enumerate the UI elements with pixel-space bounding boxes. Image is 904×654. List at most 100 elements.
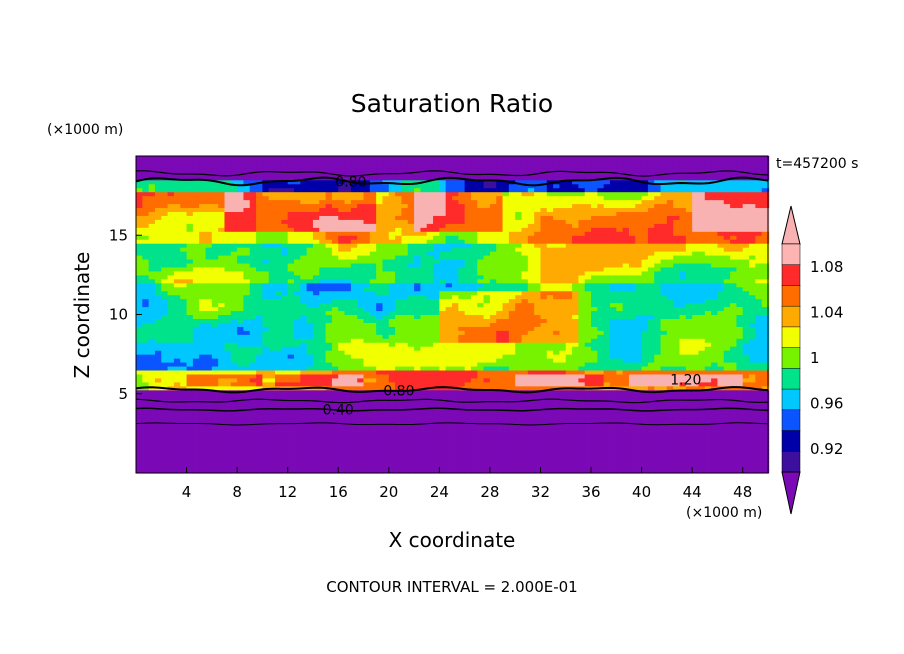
heatmap-cell <box>388 167 397 173</box>
heatmap-cell <box>142 215 150 220</box>
heatmap-cell <box>445 167 454 173</box>
heatmap-cell <box>521 167 530 173</box>
heatmap-cell <box>218 342 226 347</box>
heatmap-cell <box>167 243 176 248</box>
heatmap-cell <box>136 437 144 442</box>
heatmap-cell <box>154 326 163 331</box>
heatmap-cell <box>439 156 447 161</box>
heatmap-cell <box>433 433 441 438</box>
heatmap-cell <box>489 298 498 304</box>
heatmap-cell <box>388 211 397 216</box>
heatmap-cell <box>211 199 220 205</box>
heatmap-cell <box>262 350 270 355</box>
heatmap-cell <box>489 366 498 371</box>
heatmap-cell <box>186 314 195 319</box>
heatmap-cell <box>262 156 270 161</box>
heatmap-cell <box>180 318 188 323</box>
heatmap-cell <box>249 373 258 379</box>
heatmap-cell <box>249 290 258 296</box>
heatmap-cell <box>262 191 270 197</box>
heatmap-cell <box>148 239 157 244</box>
heatmap-cell <box>180 255 188 260</box>
heatmap-cell <box>407 235 416 240</box>
heatmap-cell <box>445 326 454 331</box>
heatmap-cell <box>401 373 409 379</box>
heatmap-cell <box>470 156 479 161</box>
heatmap-cell <box>161 401 169 407</box>
heatmap-cell <box>161 377 169 383</box>
heatmap-cell <box>426 251 435 256</box>
heatmap-cell <box>325 373 334 379</box>
heatmap-cell <box>350 207 359 213</box>
heatmap-cell <box>363 465 372 470</box>
heatmap-cell <box>369 369 378 375</box>
heatmap-cell <box>395 239 403 244</box>
heatmap-cell <box>306 369 315 375</box>
heatmap-cell <box>445 381 454 387</box>
heatmap-cell <box>205 255 214 260</box>
heatmap-cell <box>363 338 372 343</box>
heatmap-cell <box>395 346 403 351</box>
heatmap-cell <box>287 457 296 462</box>
heatmap-cell <box>388 302 397 308</box>
heatmap-cell <box>243 354 251 359</box>
heatmap-cell <box>521 421 530 426</box>
heatmap-cell <box>515 266 523 272</box>
heatmap-cell <box>237 346 245 351</box>
heatmap-cell <box>268 278 277 284</box>
heatmap-cell <box>281 429 289 434</box>
heatmap-cell <box>287 235 296 240</box>
heatmap-cell <box>338 199 346 205</box>
heatmap-cell <box>142 310 150 316</box>
heatmap-cell <box>363 310 372 316</box>
heatmap-cell <box>173 350 182 355</box>
heatmap-cell <box>205 330 214 335</box>
heatmap-cell <box>414 354 422 359</box>
heatmap-cell <box>136 413 144 419</box>
heatmap-cell <box>376 330 384 335</box>
heatmap-cell <box>401 266 409 272</box>
heatmap-cell <box>521 461 530 466</box>
heatmap-cell <box>407 385 416 391</box>
heatmap-cell <box>294 266 302 272</box>
heatmap-cell <box>458 429 466 434</box>
heatmap-cell <box>445 465 454 470</box>
heatmap-cell <box>325 183 334 189</box>
heatmap-cell <box>496 469 504 474</box>
heatmap-cell <box>401 453 409 458</box>
heatmap-cell <box>218 366 226 371</box>
heatmap-cell <box>154 262 163 268</box>
heatmap-cell <box>458 156 466 161</box>
heatmap-cell <box>294 461 302 466</box>
heatmap-cell <box>281 445 289 450</box>
heatmap-cell <box>496 298 504 304</box>
heatmap-cell <box>350 342 359 347</box>
heatmap-cell <box>218 469 226 474</box>
heatmap-cell <box>369 461 378 466</box>
heatmap-cell <box>300 389 308 395</box>
heatmap-cell <box>218 409 226 415</box>
heatmap-cell <box>508 231 517 236</box>
heatmap-cell <box>148 373 157 379</box>
heatmap-cell <box>439 429 447 434</box>
heatmap-cell <box>363 203 372 209</box>
heatmap-cell <box>249 385 258 391</box>
heatmap-cell <box>483 239 492 244</box>
heatmap-cell <box>224 243 232 248</box>
heatmap-cell <box>154 203 163 209</box>
heatmap-cell <box>350 362 359 367</box>
heatmap-cell <box>148 465 157 470</box>
heatmap-cell <box>331 366 340 371</box>
heatmap-cell <box>388 183 397 189</box>
heatmap-cell <box>249 227 258 232</box>
heatmap-cell <box>136 227 144 232</box>
heatmap-cell <box>186 274 195 280</box>
heatmap-cell <box>161 282 169 288</box>
heatmap-cell <box>433 286 441 292</box>
heatmap-cell <box>420 314 428 319</box>
heatmap-cell <box>502 453 511 458</box>
heatmap-cell <box>470 318 479 323</box>
heatmap-cell <box>433 318 441 323</box>
heatmap-cell <box>325 389 334 395</box>
heatmap-cell <box>230 369 239 375</box>
